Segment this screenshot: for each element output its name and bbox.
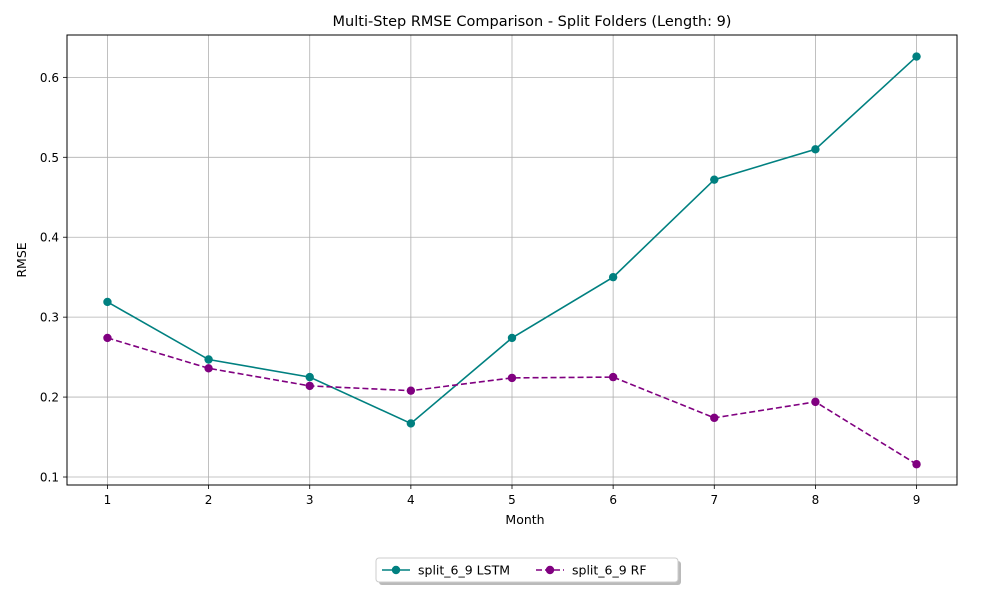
data-point-lstm [103,297,112,307]
legend-marker-rf [545,565,555,575]
data-point-rf [710,413,719,423]
y-tick-label: 0.6 [40,71,59,85]
data-point-rf [305,381,314,391]
x-tick-label: 7 [710,493,718,507]
data-point-lstm [710,175,719,184]
data-point-lstm [204,355,213,364]
data-point-lstm [912,52,921,61]
data-point-rf [608,372,618,382]
y-tick-label: 0.3 [40,311,59,325]
y-tick-label: 0.4 [40,231,59,245]
legend-box [375,557,679,583]
series-line-rf [107,337,917,465]
data-point-lstm [811,145,820,154]
x-tick-label: 4 [407,493,415,507]
data-point-rf [912,460,921,469]
x-tick-label: 2 [205,493,213,507]
x-tick-label: 8 [812,493,820,507]
x-tick-label: 1 [104,493,112,507]
x-tick-label: 3 [306,493,314,507]
y-axis-ticks: 0.1 0.2 0.3 0.4 0.5 0.6 [40,71,67,485]
data-point-lstm [406,419,416,428]
data-point-rf [103,333,112,343]
legend: split_6_9 LSTM split_6_9 RF [375,557,681,585]
grid-lines [67,35,957,485]
chart-title: Multi-Step RMSE Comparison - Split Folde… [333,14,732,30]
data-point-lstm [608,272,618,282]
legend-label-lstm: split_6_9 LSTM [418,563,510,578]
data-point-rf [507,373,517,383]
y-tick-label: 0.2 [40,391,59,405]
data-point-lstm [305,372,314,382]
data-point-rf [406,386,416,395]
x-tick-label: 5 [508,493,516,507]
x-axis-label: Month [505,512,544,527]
x-tick-label: 9 [913,493,921,507]
y-tick-label: 0.5 [40,151,59,165]
series-markers [103,52,921,469]
x-tick-label: 6 [609,493,617,507]
legend-marker-lstm [391,565,401,575]
data-point-lstm [507,333,517,343]
y-axis-label: RMSE [14,242,29,277]
x-axis-ticks: 1 2 3 4 5 6 7 8 9 [104,485,921,507]
y-tick-label: 0.1 [40,471,59,485]
data-point-rf [204,364,213,373]
data-point-rf [811,397,820,407]
legend-label-rf: split_6_9 RF [572,563,647,578]
